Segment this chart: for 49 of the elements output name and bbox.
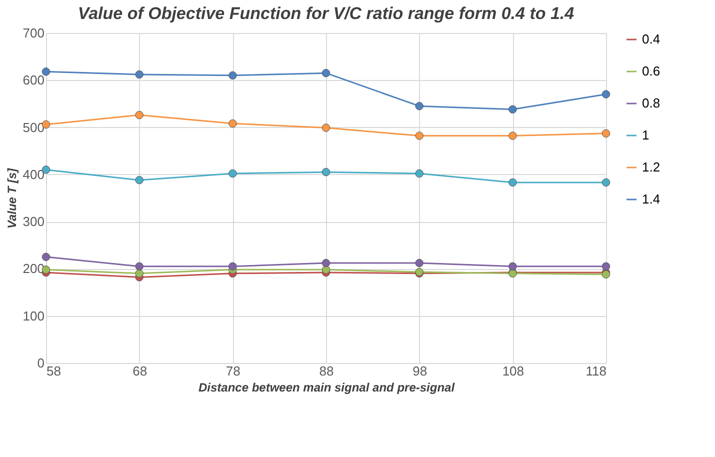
point [322,258,330,268]
point [415,169,424,178]
point [228,169,237,178]
point [42,252,50,262]
point [415,102,424,110]
point [602,262,610,270]
point [135,110,144,120]
x-tick-label: 118 [586,364,606,378]
point [135,70,144,79]
x-tick-label: 58 [46,364,61,378]
point [508,262,517,270]
y-axis-title: Value T [s] [4,167,19,229]
point [602,90,610,98]
point [602,129,610,138]
legend-label: 1 [642,128,650,142]
y-tick-label: 300 [22,214,44,230]
y-tick-label: 400 [22,166,44,182]
legend-label: 0.4 [642,32,660,46]
x-axis-title: Distance between main signal and pre-signal [198,380,456,394]
point [228,71,237,80]
point [135,176,144,184]
point [508,132,517,140]
point [228,262,237,270]
y-tick-label: 600 [22,72,44,88]
x-tick-label: 88 [319,364,334,378]
y-tick-label: 0 [37,356,44,370]
y-tick-label: 100 [22,308,44,324]
x-tick-label: 78 [226,364,240,378]
point [322,124,330,132]
x-tick-label: 68 [132,364,148,378]
point [415,132,424,140]
point [322,68,330,78]
point [322,168,330,176]
y-tick-label: 700 [22,26,44,40]
legend-label: 1.2 [642,160,660,174]
point [602,178,610,187]
legend-label: 1.4 [642,192,660,206]
legend-label: 0.8 [642,96,660,110]
point [42,68,50,76]
point [228,119,237,128]
x-tick-label: 108 [502,364,524,378]
chart-title: Value of Objective Function for V/C ratio range form 0.4 to 1.4 [78,4,575,23]
point [135,262,144,270]
point [508,178,517,187]
point [135,269,144,278]
x-tick-label: 98 [412,364,428,378]
legend-label: 0.6 [642,64,660,78]
point [508,105,517,114]
point [415,258,424,268]
